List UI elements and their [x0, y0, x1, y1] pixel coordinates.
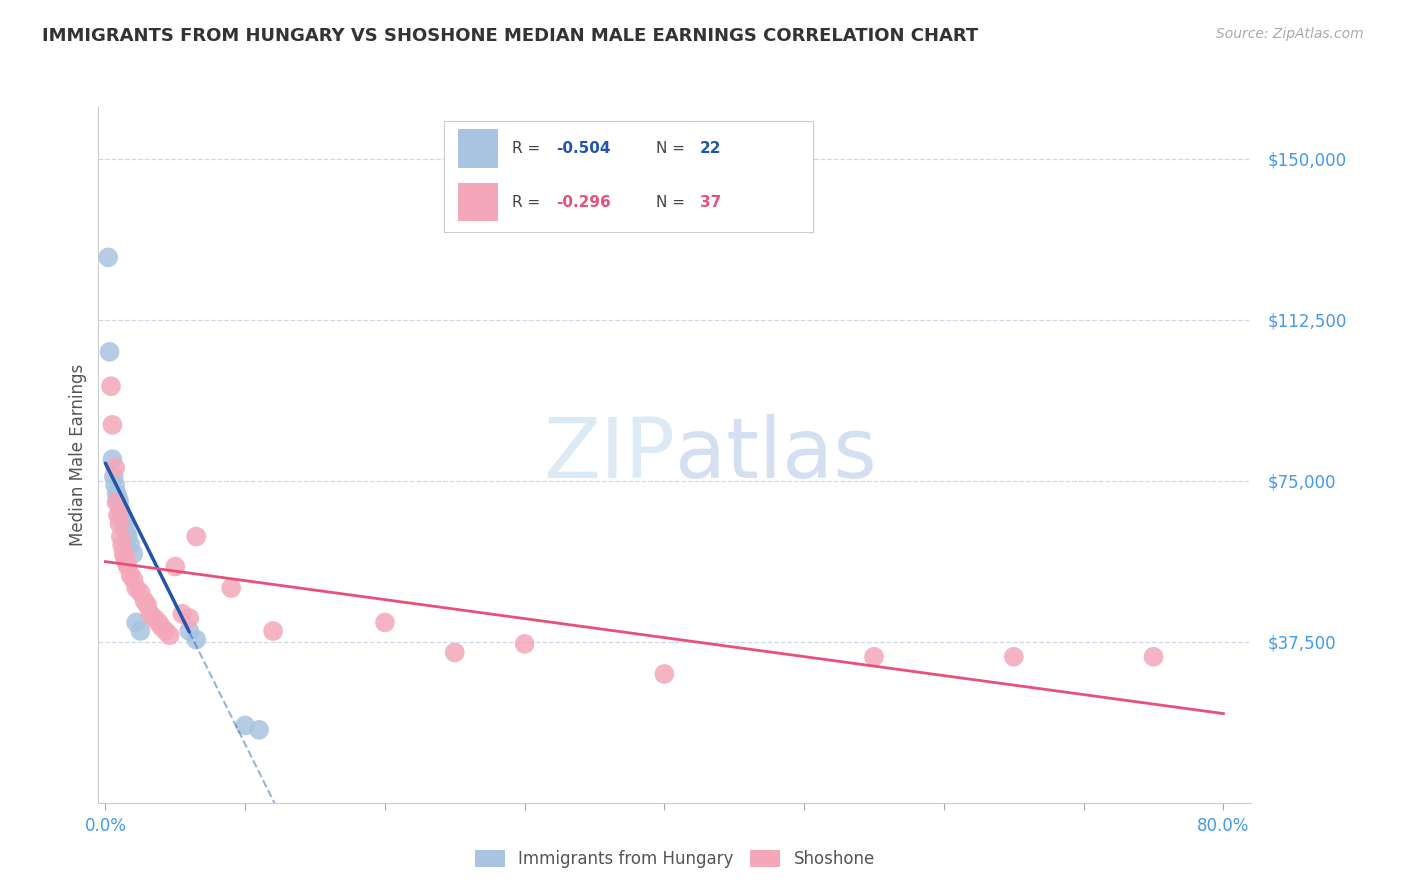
Point [114, 516, 136, 531]
Point [150, 620, 173, 634]
Point [129, 585, 152, 599]
Point [262, 624, 284, 638]
Point [139, 607, 162, 621]
Point [108, 495, 131, 509]
Point [129, 624, 152, 638]
Point [1142, 649, 1164, 664]
Point [443, 645, 465, 659]
Text: 22: 22 [700, 141, 721, 156]
Text: 37: 37 [700, 194, 721, 210]
FancyBboxPatch shape [458, 129, 499, 168]
Point [1002, 649, 1025, 664]
Point [654, 667, 676, 681]
Point [105, 486, 128, 500]
Text: N =: N = [657, 141, 690, 156]
Point [143, 611, 166, 625]
Text: -0.504: -0.504 [557, 141, 610, 156]
Point [186, 632, 208, 647]
Point [159, 628, 181, 642]
Point [112, 547, 135, 561]
Y-axis label: Median Male Earnings: Median Male Earnings [69, 364, 87, 546]
Point [111, 508, 134, 522]
Point [117, 529, 139, 543]
Point [110, 504, 132, 518]
Point [179, 611, 201, 625]
Point [125, 615, 148, 630]
Point [115, 525, 138, 540]
Text: N =: N = [657, 194, 690, 210]
Point [117, 559, 139, 574]
Point [186, 529, 208, 543]
Point [104, 478, 127, 492]
Point [233, 718, 256, 732]
Point [111, 538, 134, 552]
Point [103, 469, 125, 483]
Point [107, 491, 129, 505]
Text: Source: ZipAtlas.com: Source: ZipAtlas.com [1216, 27, 1364, 41]
Point [136, 599, 159, 613]
Text: atlas: atlas [675, 415, 876, 495]
Point [120, 538, 142, 552]
Text: R =: R = [512, 141, 546, 156]
Text: IMMIGRANTS FROM HUNGARY VS SHOSHONE MEDIAN MALE EARNINGS CORRELATION CHART: IMMIGRANTS FROM HUNGARY VS SHOSHONE MEDI… [42, 27, 979, 45]
Text: ZIP: ZIP [543, 415, 675, 495]
Point [513, 637, 536, 651]
Point [122, 573, 145, 587]
Point [104, 460, 127, 475]
Point [97, 251, 120, 265]
Point [98, 344, 121, 359]
Point [112, 512, 135, 526]
Text: R =: R = [512, 194, 546, 210]
FancyBboxPatch shape [458, 183, 499, 221]
FancyBboxPatch shape [444, 121, 813, 232]
Point [165, 559, 187, 574]
Point [105, 495, 128, 509]
Point [863, 649, 886, 664]
Point [125, 581, 148, 595]
Point [101, 452, 124, 467]
Point [134, 594, 156, 608]
Point [110, 529, 132, 543]
Point [219, 581, 242, 595]
Point [100, 379, 122, 393]
Point [148, 615, 170, 630]
Point [172, 607, 194, 621]
Point [179, 624, 201, 638]
Legend: Immigrants from Hungary, Shoshone: Immigrants from Hungary, Shoshone [468, 843, 882, 874]
Text: -0.296: -0.296 [557, 194, 610, 210]
Point [155, 624, 177, 638]
Point [374, 615, 396, 630]
Point [114, 551, 136, 566]
Point [107, 508, 129, 522]
Point [108, 516, 131, 531]
Point [247, 723, 270, 737]
Point [122, 547, 145, 561]
Point [120, 568, 142, 582]
Point [101, 417, 124, 432]
Point [115, 555, 138, 569]
